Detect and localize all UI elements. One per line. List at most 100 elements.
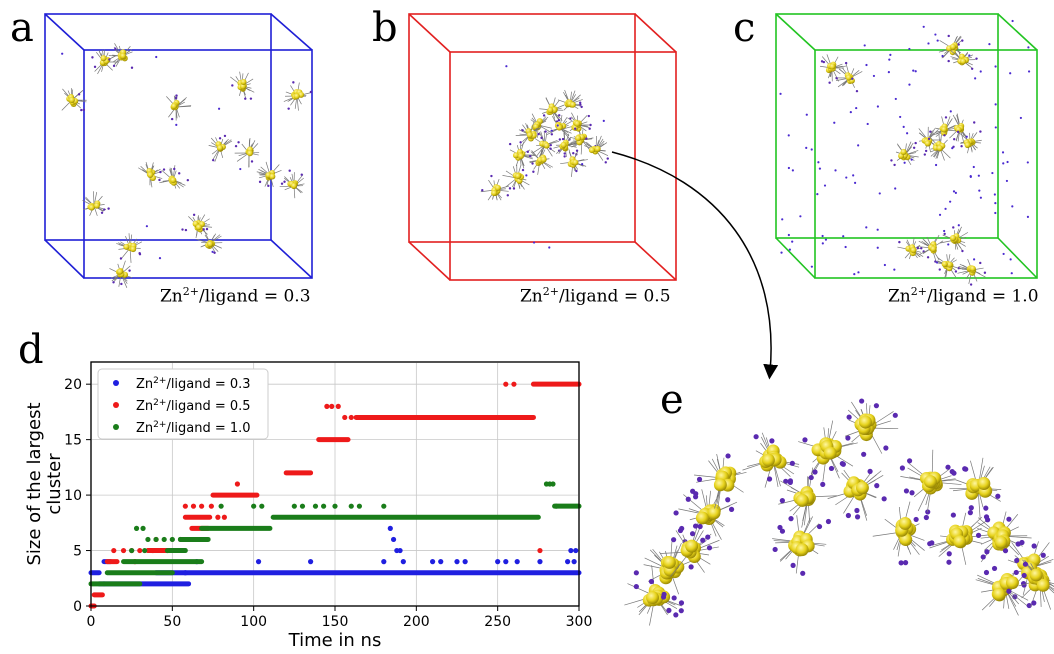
data-point bbox=[133, 525, 140, 531]
nanoparticle bbox=[772, 515, 827, 576]
data-point bbox=[348, 414, 354, 421]
nanoparticles-c bbox=[819, 34, 987, 286]
caption-a: Zn2+/ligand = 0.3 bbox=[160, 285, 311, 307]
data-point bbox=[430, 559, 436, 565]
panel-label-b: b bbox=[372, 5, 398, 51]
panel-label-d: d bbox=[18, 327, 44, 373]
data-point bbox=[169, 536, 175, 543]
data-point bbox=[177, 536, 184, 543]
caption-b: Zn2+/ligand = 0.5 bbox=[520, 285, 671, 307]
y-axis-label-line1: Size of the largest bbox=[24, 402, 45, 565]
nanoparticle bbox=[109, 260, 133, 288]
nanoparticle bbox=[181, 213, 213, 239]
nanoparticle bbox=[673, 488, 738, 543]
data-point bbox=[550, 481, 556, 487]
legend-entry-1.0: Zn2+/ligand = 1.0 bbox=[136, 420, 251, 436]
nanoparticle bbox=[584, 135, 609, 164]
data-point bbox=[573, 547, 579, 554]
nanoparticle bbox=[61, 88, 87, 112]
y-tick-label: 10 bbox=[64, 488, 82, 504]
data-point bbox=[342, 414, 348, 421]
nanoparticle bbox=[950, 43, 978, 71]
data-point bbox=[161, 536, 167, 543]
data-point bbox=[255, 559, 262, 565]
data-point bbox=[324, 403, 330, 409]
x-tick-label: 0 bbox=[87, 614, 96, 630]
data-point bbox=[495, 559, 501, 565]
data-point bbox=[568, 547, 574, 554]
data-point bbox=[120, 547, 127, 554]
data-point bbox=[571, 559, 577, 565]
nanoparticle bbox=[159, 165, 190, 189]
nanoparticle bbox=[560, 149, 588, 177]
data-point bbox=[335, 403, 341, 409]
nanoparticle bbox=[742, 432, 800, 488]
data-point bbox=[153, 536, 159, 543]
data-point bbox=[503, 559, 509, 565]
data-point bbox=[503, 381, 509, 387]
data-point bbox=[454, 559, 460, 565]
series-2 bbox=[88, 481, 582, 587]
nanoparticle bbox=[938, 34, 964, 63]
data-marks bbox=[88, 381, 582, 609]
data-point bbox=[397, 547, 403, 554]
nanoparticle bbox=[91, 49, 119, 75]
nanoparticle bbox=[916, 234, 944, 263]
nanoparticle bbox=[526, 145, 554, 175]
data-point bbox=[299, 503, 306, 509]
data-point bbox=[129, 547, 135, 554]
nanoparticle bbox=[927, 133, 955, 161]
data-point bbox=[390, 536, 397, 543]
data-point bbox=[145, 536, 151, 543]
data-point bbox=[259, 503, 265, 509]
data-point bbox=[218, 503, 224, 509]
y-tick-label: 5 bbox=[73, 544, 82, 560]
nanoparticle bbox=[844, 398, 899, 457]
nanoparticle bbox=[692, 453, 747, 513]
data-point bbox=[329, 403, 335, 409]
simulation-box-a bbox=[44, 13, 313, 279]
panel-label-c: c bbox=[733, 5, 756, 51]
axis-ticks: 0 50 100 150 200 250 300 0 5 10 15 20 bbox=[64, 377, 592, 630]
data-point bbox=[332, 503, 338, 509]
nanoparticle bbox=[82, 191, 110, 216]
data-point bbox=[312, 503, 319, 509]
nanoparticle bbox=[502, 164, 530, 190]
nanoparticle bbox=[508, 142, 536, 169]
data-point bbox=[356, 503, 362, 509]
nanoparticle bbox=[929, 512, 992, 565]
nanoparticle bbox=[956, 130, 982, 154]
nanoparticle bbox=[108, 43, 134, 69]
data-point bbox=[387, 525, 393, 531]
simulation-box-b bbox=[408, 13, 677, 281]
nanoparticle bbox=[949, 113, 976, 143]
panel-label-e: e bbox=[660, 377, 684, 423]
data-point bbox=[291, 503, 297, 509]
nanoparticle bbox=[798, 420, 858, 482]
nanoparticle bbox=[166, 94, 192, 121]
data-point bbox=[221, 514, 227, 520]
nanoparticle bbox=[138, 161, 166, 188]
y-tick-label: 0 bbox=[73, 599, 82, 615]
legend-marker-1.0 bbox=[113, 424, 119, 430]
nanoparticle bbox=[936, 254, 962, 278]
x-tick-label: 100 bbox=[240, 614, 267, 630]
x-axis-label: Time in ns bbox=[288, 630, 382, 651]
nanoparticle bbox=[279, 169, 305, 199]
data-point bbox=[308, 559, 314, 565]
data-point bbox=[381, 503, 387, 509]
nanoparticle bbox=[283, 81, 313, 111]
data-point bbox=[164, 547, 171, 554]
data-point bbox=[514, 559, 520, 565]
nanoparticle bbox=[949, 457, 1002, 520]
legend-entry-0.3: Zn2+/ligand = 0.3 bbox=[136, 376, 251, 392]
data-point bbox=[553, 503, 559, 509]
data-point bbox=[111, 547, 117, 554]
data-point bbox=[199, 503, 205, 509]
y-tick-label: 20 bbox=[64, 377, 82, 393]
nanoparticle bbox=[929, 116, 962, 137]
nanoparticle bbox=[1006, 552, 1054, 610]
data-point bbox=[565, 559, 571, 565]
